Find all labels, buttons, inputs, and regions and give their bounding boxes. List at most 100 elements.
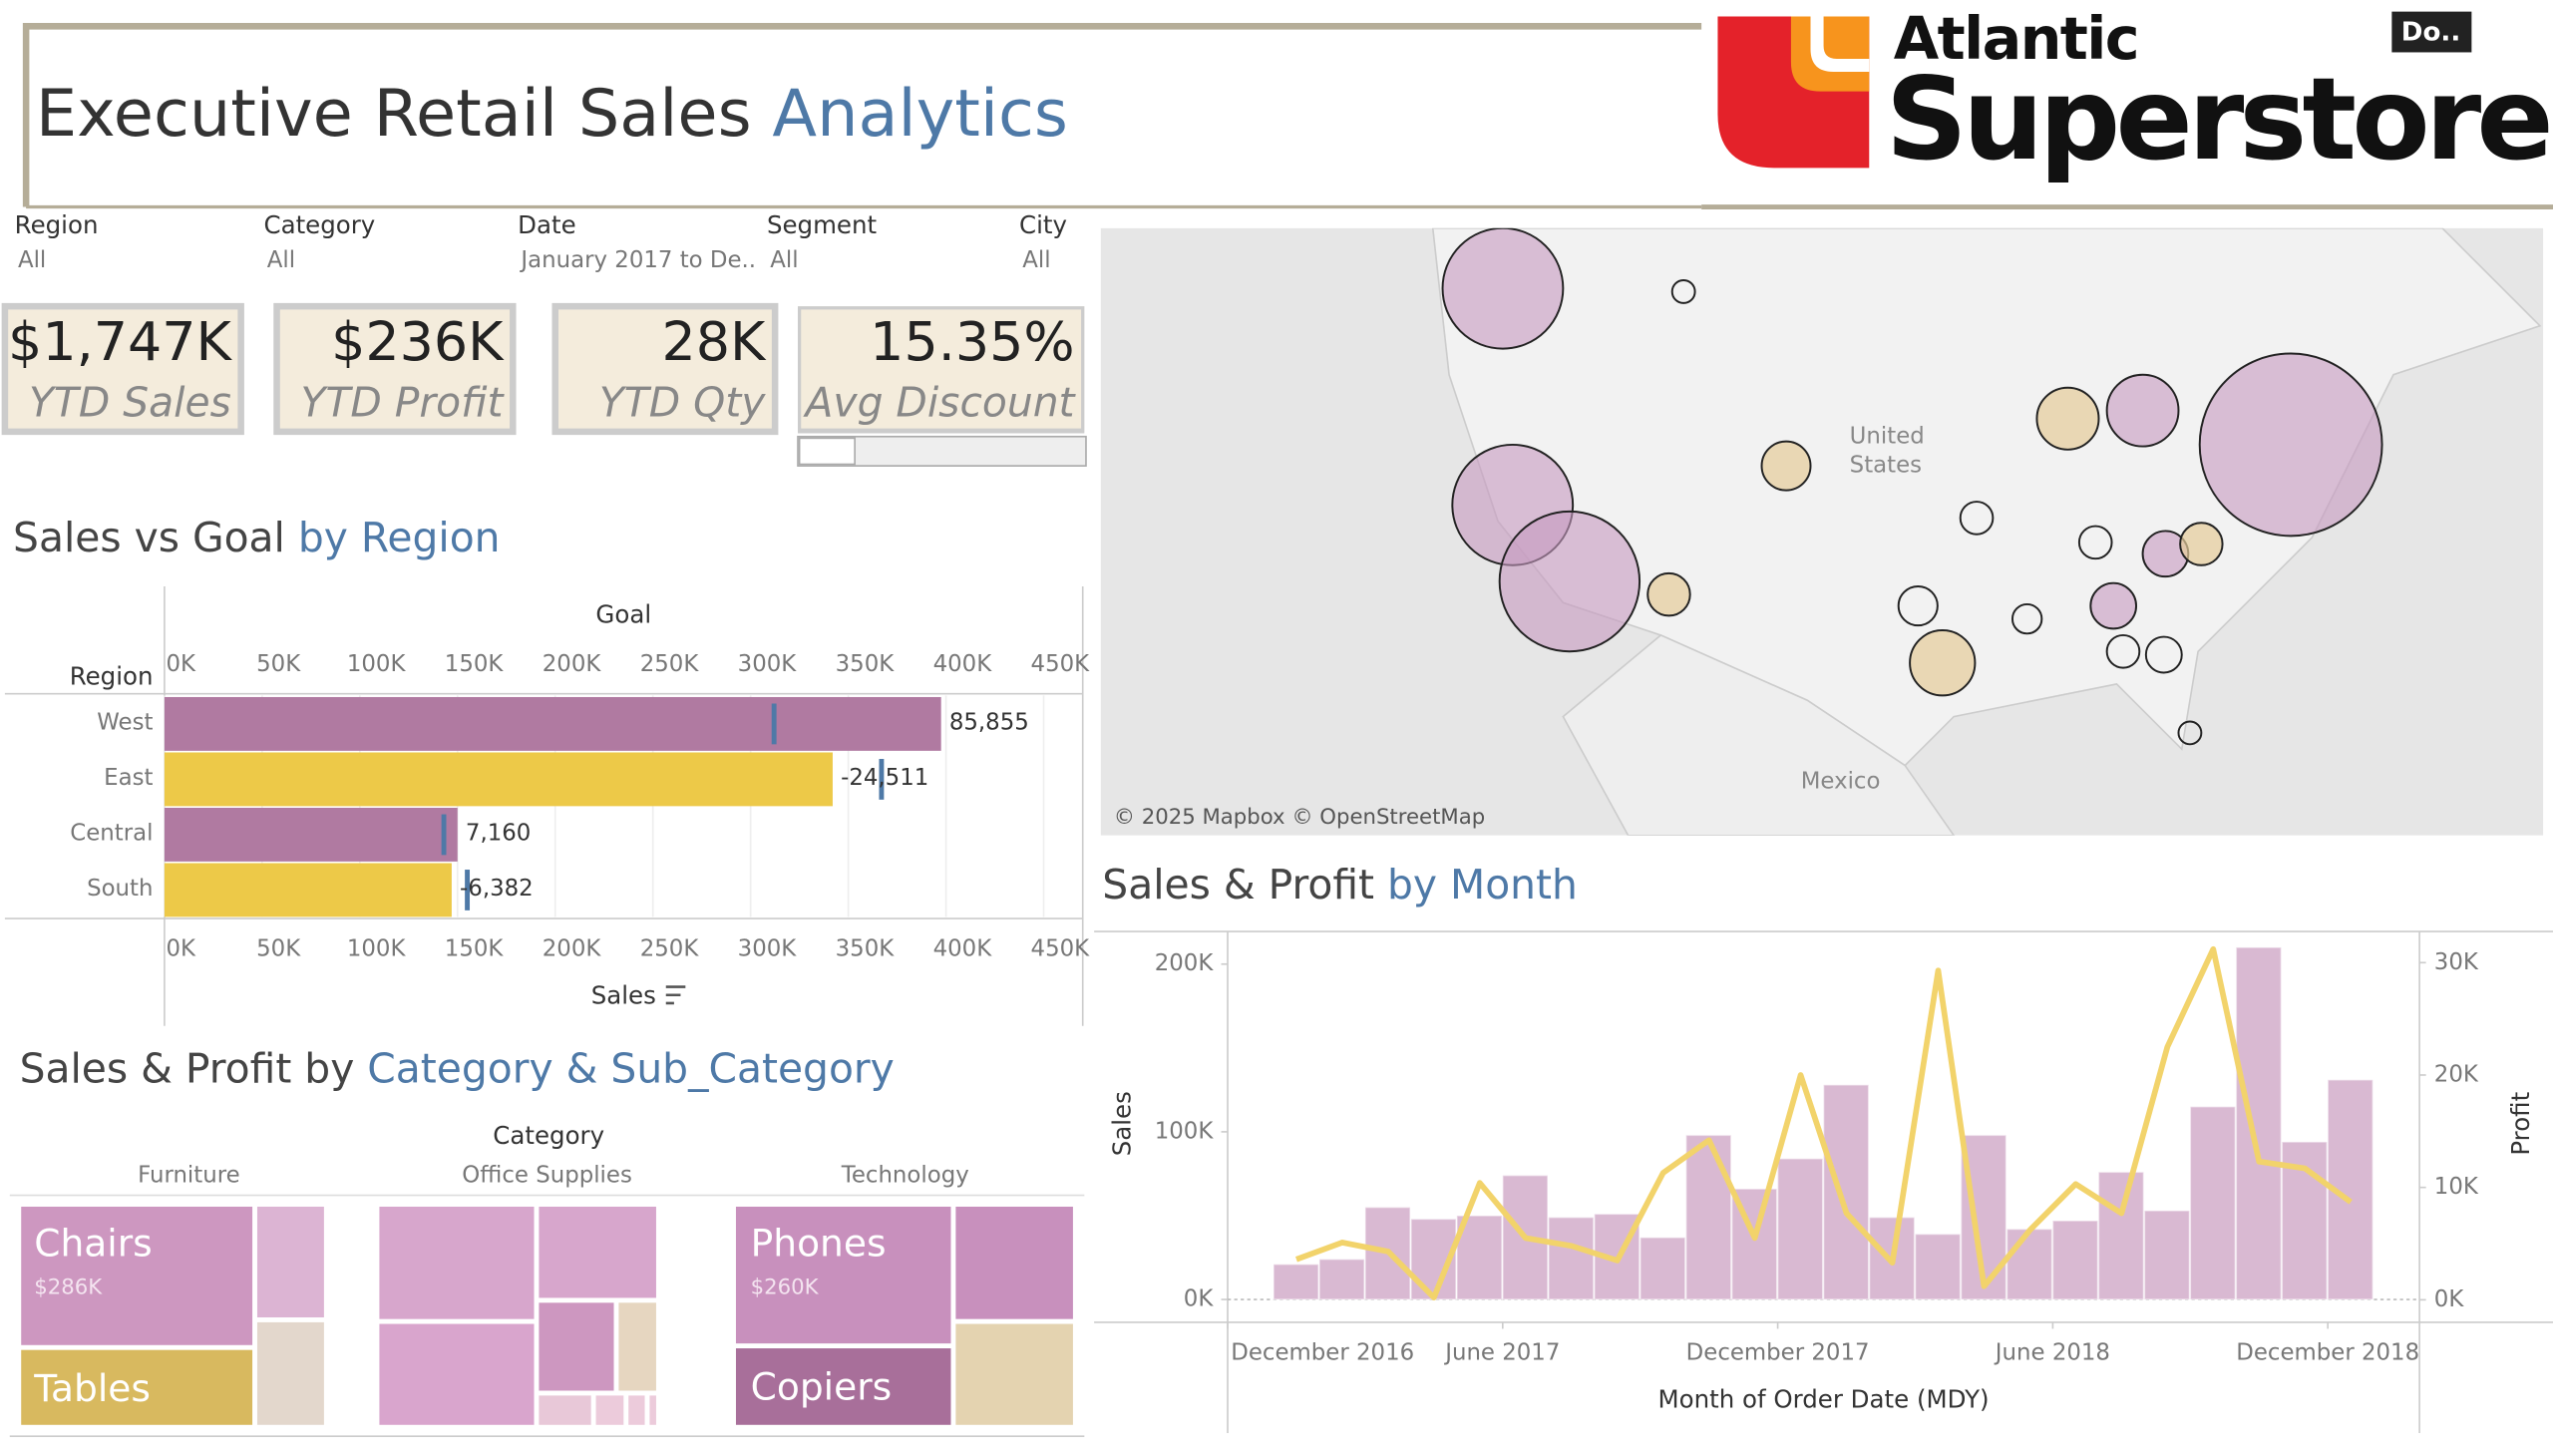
bar (164, 696, 941, 751)
kpi-label: YTD Sales (29, 379, 231, 427)
title-accent: Category & Sub_Category (367, 1044, 895, 1092)
tile (536, 1299, 617, 1394)
bar (2006, 1228, 2053, 1300)
kpi-label: YTD Qty (599, 379, 766, 427)
kpi-value: 28K (661, 310, 767, 373)
filter-label: City (1019, 210, 1067, 239)
slider-thumb[interactable] (798, 437, 856, 466)
treemap (17, 1203, 1077, 1429)
bubble (1498, 510, 1641, 653)
x-tick-label: 200K (543, 651, 602, 677)
treemap-title: Sales & Profit by Category & Sub_Categor… (20, 1044, 895, 1092)
logo-stripe (1810, 16, 1870, 73)
bar (1501, 1174, 1549, 1300)
title-main: Sales & Profit (1102, 861, 1374, 909)
bubble (2077, 525, 2113, 560)
chart-title: Sales & Profit by Month (1102, 861, 1578, 909)
filter-value: January 2017 to De.. (519, 247, 756, 273)
tile (376, 1320, 538, 1429)
tile-labels: Chairs $286K Tables Phones $260K Copiers (33, 1222, 892, 1410)
bar (1684, 1134, 1732, 1300)
bar (2097, 1171, 2145, 1300)
chart-title: Sales vs Goal by Region (13, 514, 500, 561)
sort-icon (665, 985, 686, 1005)
tile (376, 1203, 538, 1322)
bubble (2177, 720, 2203, 746)
column-header: Office Supplies (462, 1162, 632, 1188)
kpi-value: 15.35% (870, 310, 1074, 373)
y-tick-label: 100K (1155, 1118, 1215, 1144)
kpi: $1,747K YTD Sales (1, 302, 244, 436)
button[interactable] (2391, 11, 2472, 53)
logo-text: Atlantic (1894, 4, 2138, 73)
x-tick-label: 150K (445, 936, 505, 962)
bubble (2035, 386, 2100, 451)
bubbles (1646, 386, 2224, 697)
filter-label: Segment (767, 210, 878, 239)
y-tick-label: Central (70, 821, 153, 847)
tile (624, 1392, 648, 1429)
data-label: 85,855 (949, 710, 1029, 736)
x-tick-label: 100K (347, 651, 407, 677)
map-label: Mexico (1801, 768, 1881, 794)
bubbles (1441, 227, 2383, 653)
filter-label: Category (263, 210, 375, 239)
land (1562, 633, 1956, 836)
title-main: Sales vs Goal (13, 514, 285, 561)
x-tick-label: December 2017 (1686, 1339, 1870, 1365)
bubble (1646, 571, 1691, 617)
tile-label: Chairs (34, 1222, 152, 1266)
tile (536, 1203, 660, 1301)
kpi-box (1, 302, 244, 436)
logo-orange (1790, 16, 1870, 92)
treemap-header: Category (493, 1121, 604, 1150)
tile (253, 1318, 328, 1429)
filter-value: All (18, 247, 46, 273)
column-header: Furniture (138, 1162, 240, 1188)
kpi-label: YTD Profit (301, 379, 506, 427)
x-tick-label: 250K (640, 651, 700, 677)
bubble (1441, 227, 1565, 350)
axis-title: Profit (2506, 1091, 2535, 1155)
title-main: Executive Retail Sales (36, 76, 752, 152)
x-tick-label: 350K (836, 936, 896, 962)
logo: Atlantic Superstore (1717, 4, 2553, 185)
bar (1776, 1157, 1824, 1300)
title-accent: by Month (1387, 861, 1578, 909)
x-tick-label: 0K (166, 936, 196, 962)
y2-tick-label: 10K (2434, 1174, 2479, 1200)
bubbles (1670, 279, 2203, 746)
bubble (2105, 373, 2180, 448)
x-tick-label: 450K (1031, 651, 1091, 677)
tile (952, 1203, 1077, 1322)
bar (164, 808, 458, 862)
map: United States Mexico © 2025 Mapbox © Ope… (1100, 227, 2544, 836)
header-frame (22, 23, 1702, 207)
kpi-label: YTD Avg Discount (711, 379, 1076, 427)
kpi-value: $236K (331, 310, 505, 373)
bubble (2089, 581, 2138, 630)
x-tick-label: 400K (933, 651, 993, 677)
bar (1822, 1083, 1870, 1300)
axis-title: Goal (595, 599, 651, 628)
kpi: $236K YTD Profit (273, 302, 517, 436)
tile (17, 1203, 256, 1349)
y-tick-label: 200K (1155, 950, 1215, 976)
bar (2189, 1105, 2237, 1300)
bubble (1909, 629, 1977, 697)
x-tick-label: 50K (256, 936, 301, 962)
data-label: 7,160 (466, 821, 531, 847)
kpi-box (798, 306, 1085, 434)
logo-text: Superstore (1886, 53, 2549, 185)
axis-title: Month of Order Date (MDY) (1658, 1384, 1990, 1413)
bubble (2198, 352, 2383, 538)
bubble (1897, 584, 1939, 627)
map-label: States (1850, 453, 1922, 479)
x-tick-label: 400K (933, 936, 993, 962)
button-label[interactable]: Do.. (2401, 17, 2460, 47)
tile-value: $260K (751, 1275, 820, 1300)
bar (1547, 1216, 1595, 1300)
bubble (1670, 279, 1696, 304)
data-label: -24,511 (841, 765, 928, 791)
